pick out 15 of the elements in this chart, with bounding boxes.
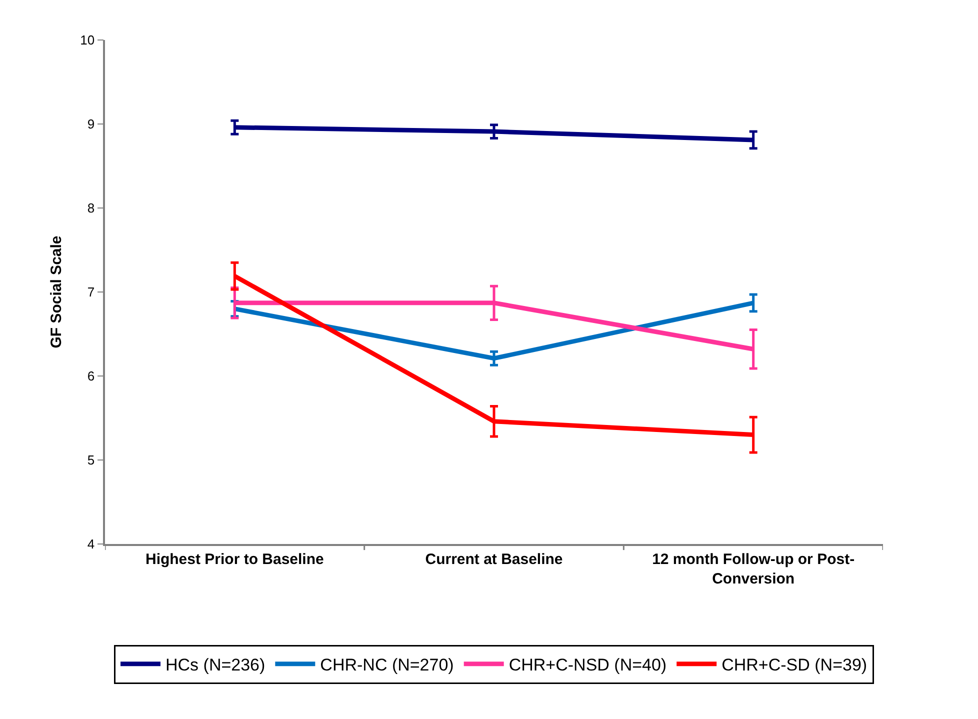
- legend-label: CHR+C-SD (N=39): [722, 655, 868, 674]
- legend-label: CHR-NC (N=270): [320, 655, 454, 674]
- y-tick-label: 8: [87, 200, 95, 216]
- legend-label: HCs (N=236): [166, 655, 266, 674]
- y-tick-label: 9: [87, 116, 95, 132]
- x-tick-label: Highest Prior to Baseline: [145, 550, 324, 568]
- legend-label: CHR+C-NSD (N=40): [508, 655, 667, 674]
- x-tick-label: Current at Baseline: [425, 550, 563, 568]
- y-tick-label: 4: [87, 536, 95, 552]
- y-tick-label: 5: [87, 452, 95, 468]
- y-axis-title: GF Social Scale: [48, 236, 65, 348]
- x-tick-label: 12 month Follow-up or Post-Conversion: [652, 550, 855, 588]
- y-tick-label: 6: [87, 368, 95, 384]
- y-tick-label: 7: [87, 284, 95, 300]
- y-tick-label: 10: [80, 32, 95, 48]
